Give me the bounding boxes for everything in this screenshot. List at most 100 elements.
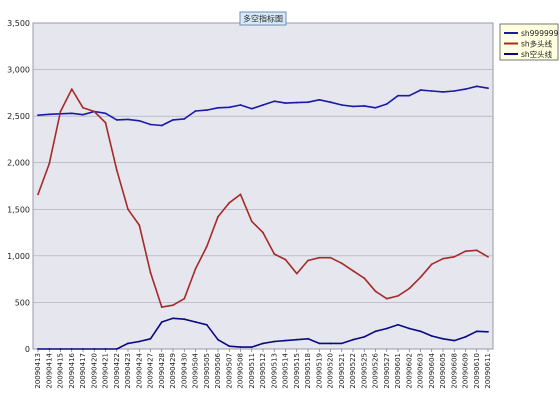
data-point xyxy=(464,250,467,253)
data-point xyxy=(340,342,343,345)
data-point xyxy=(487,87,489,90)
data-point xyxy=(340,104,343,106)
data-point xyxy=(160,124,163,127)
data-point xyxy=(127,208,129,211)
data-point xyxy=(453,339,456,342)
data-point xyxy=(273,100,276,103)
data-point xyxy=(250,107,253,110)
legend-label: sh多头线 xyxy=(521,39,553,49)
data-point xyxy=(419,89,422,91)
data-point xyxy=(430,335,433,337)
data-point xyxy=(205,323,208,326)
x-tick-label: 20090518 xyxy=(304,353,312,389)
data-point xyxy=(138,119,141,122)
x-tick-label: 20090429 xyxy=(169,353,177,389)
data-point xyxy=(115,169,118,172)
x-tick-label: 20090605 xyxy=(439,353,447,389)
x-tick-label: 20090522 xyxy=(349,353,357,389)
y-tick-label: 500 xyxy=(15,298,30,307)
x-tick-label: 20090416 xyxy=(68,352,76,388)
data-point xyxy=(239,104,242,106)
x-tick-label: 20090417 xyxy=(79,353,87,389)
data-point xyxy=(295,338,298,341)
data-point xyxy=(115,348,118,350)
x-tick-label: 20090511 xyxy=(248,353,256,389)
data-point xyxy=(149,271,152,274)
data-point xyxy=(194,110,197,112)
data-point xyxy=(363,277,366,280)
data-point xyxy=(318,256,321,259)
x-tick-label: 20090505 xyxy=(203,353,211,389)
data-point xyxy=(149,123,152,126)
data-point xyxy=(430,90,433,92)
data-point xyxy=(363,335,366,338)
x-tick-label: 20090414 xyxy=(45,352,53,388)
data-point xyxy=(82,106,84,109)
legend-label: sh999999 xyxy=(521,29,559,38)
data-point xyxy=(453,90,456,92)
data-point xyxy=(397,323,399,326)
data-point xyxy=(48,162,51,165)
data-point xyxy=(239,193,242,196)
legend-label: sh空头线 xyxy=(521,49,553,59)
x-tick-label: 20090610 xyxy=(473,353,481,389)
data-point xyxy=(262,231,264,234)
data-point xyxy=(307,337,309,340)
data-point xyxy=(464,88,467,91)
x-tick-label: 20090513 xyxy=(270,353,278,389)
x-tick-label: 20090421 xyxy=(102,353,110,389)
data-point xyxy=(37,348,39,350)
x-tick-label: 20090603 xyxy=(417,353,425,389)
data-point xyxy=(442,91,444,93)
data-point xyxy=(442,257,444,260)
data-point xyxy=(205,245,208,248)
data-point xyxy=(82,348,84,350)
x-tick-label: 20090506 xyxy=(214,352,222,388)
data-point xyxy=(307,101,309,104)
x-tick-label: 20090512 xyxy=(259,353,267,389)
data-point xyxy=(295,272,298,275)
data-point xyxy=(115,118,118,121)
data-point xyxy=(374,290,377,293)
x-tick-label: 20090602 xyxy=(405,353,413,389)
data-point xyxy=(228,106,231,109)
data-point xyxy=(487,255,489,258)
data-point xyxy=(374,106,377,109)
data-point xyxy=(104,348,107,350)
data-point xyxy=(363,104,366,107)
y-tick-label: 1,000 xyxy=(7,252,30,261)
data-point xyxy=(37,114,39,117)
data-point xyxy=(205,109,208,111)
data-point xyxy=(217,106,219,109)
data-point xyxy=(239,346,242,349)
x-tick-label: 20090514 xyxy=(282,352,290,388)
data-point xyxy=(408,287,411,290)
x-tick-label: 20090525 xyxy=(360,353,368,389)
data-point xyxy=(127,118,129,121)
data-point xyxy=(408,94,411,97)
data-point xyxy=(70,348,73,350)
y-tick-label: 2,500 xyxy=(7,112,30,121)
x-tick-label: 20090508 xyxy=(237,353,245,389)
data-point xyxy=(183,318,186,321)
data-point xyxy=(340,262,343,265)
data-point xyxy=(138,224,141,227)
data-point xyxy=(228,201,231,204)
data-point xyxy=(397,295,399,297)
data-point xyxy=(475,330,478,333)
chart-title-box: 多空指标图 xyxy=(239,11,287,26)
plot-area xyxy=(32,22,494,350)
x-tick-label: 20090608 xyxy=(450,353,458,389)
series-lines xyxy=(37,85,489,350)
chart-title-frame xyxy=(239,11,287,26)
x-tick-label: 20090415 xyxy=(57,353,65,389)
data-point xyxy=(430,263,433,266)
data-point xyxy=(48,113,51,116)
data-point xyxy=(228,345,231,348)
x-tick-label: 20090527 xyxy=(383,353,391,389)
x-tick-label: 20090428 xyxy=(158,353,166,389)
data-point xyxy=(385,297,388,300)
